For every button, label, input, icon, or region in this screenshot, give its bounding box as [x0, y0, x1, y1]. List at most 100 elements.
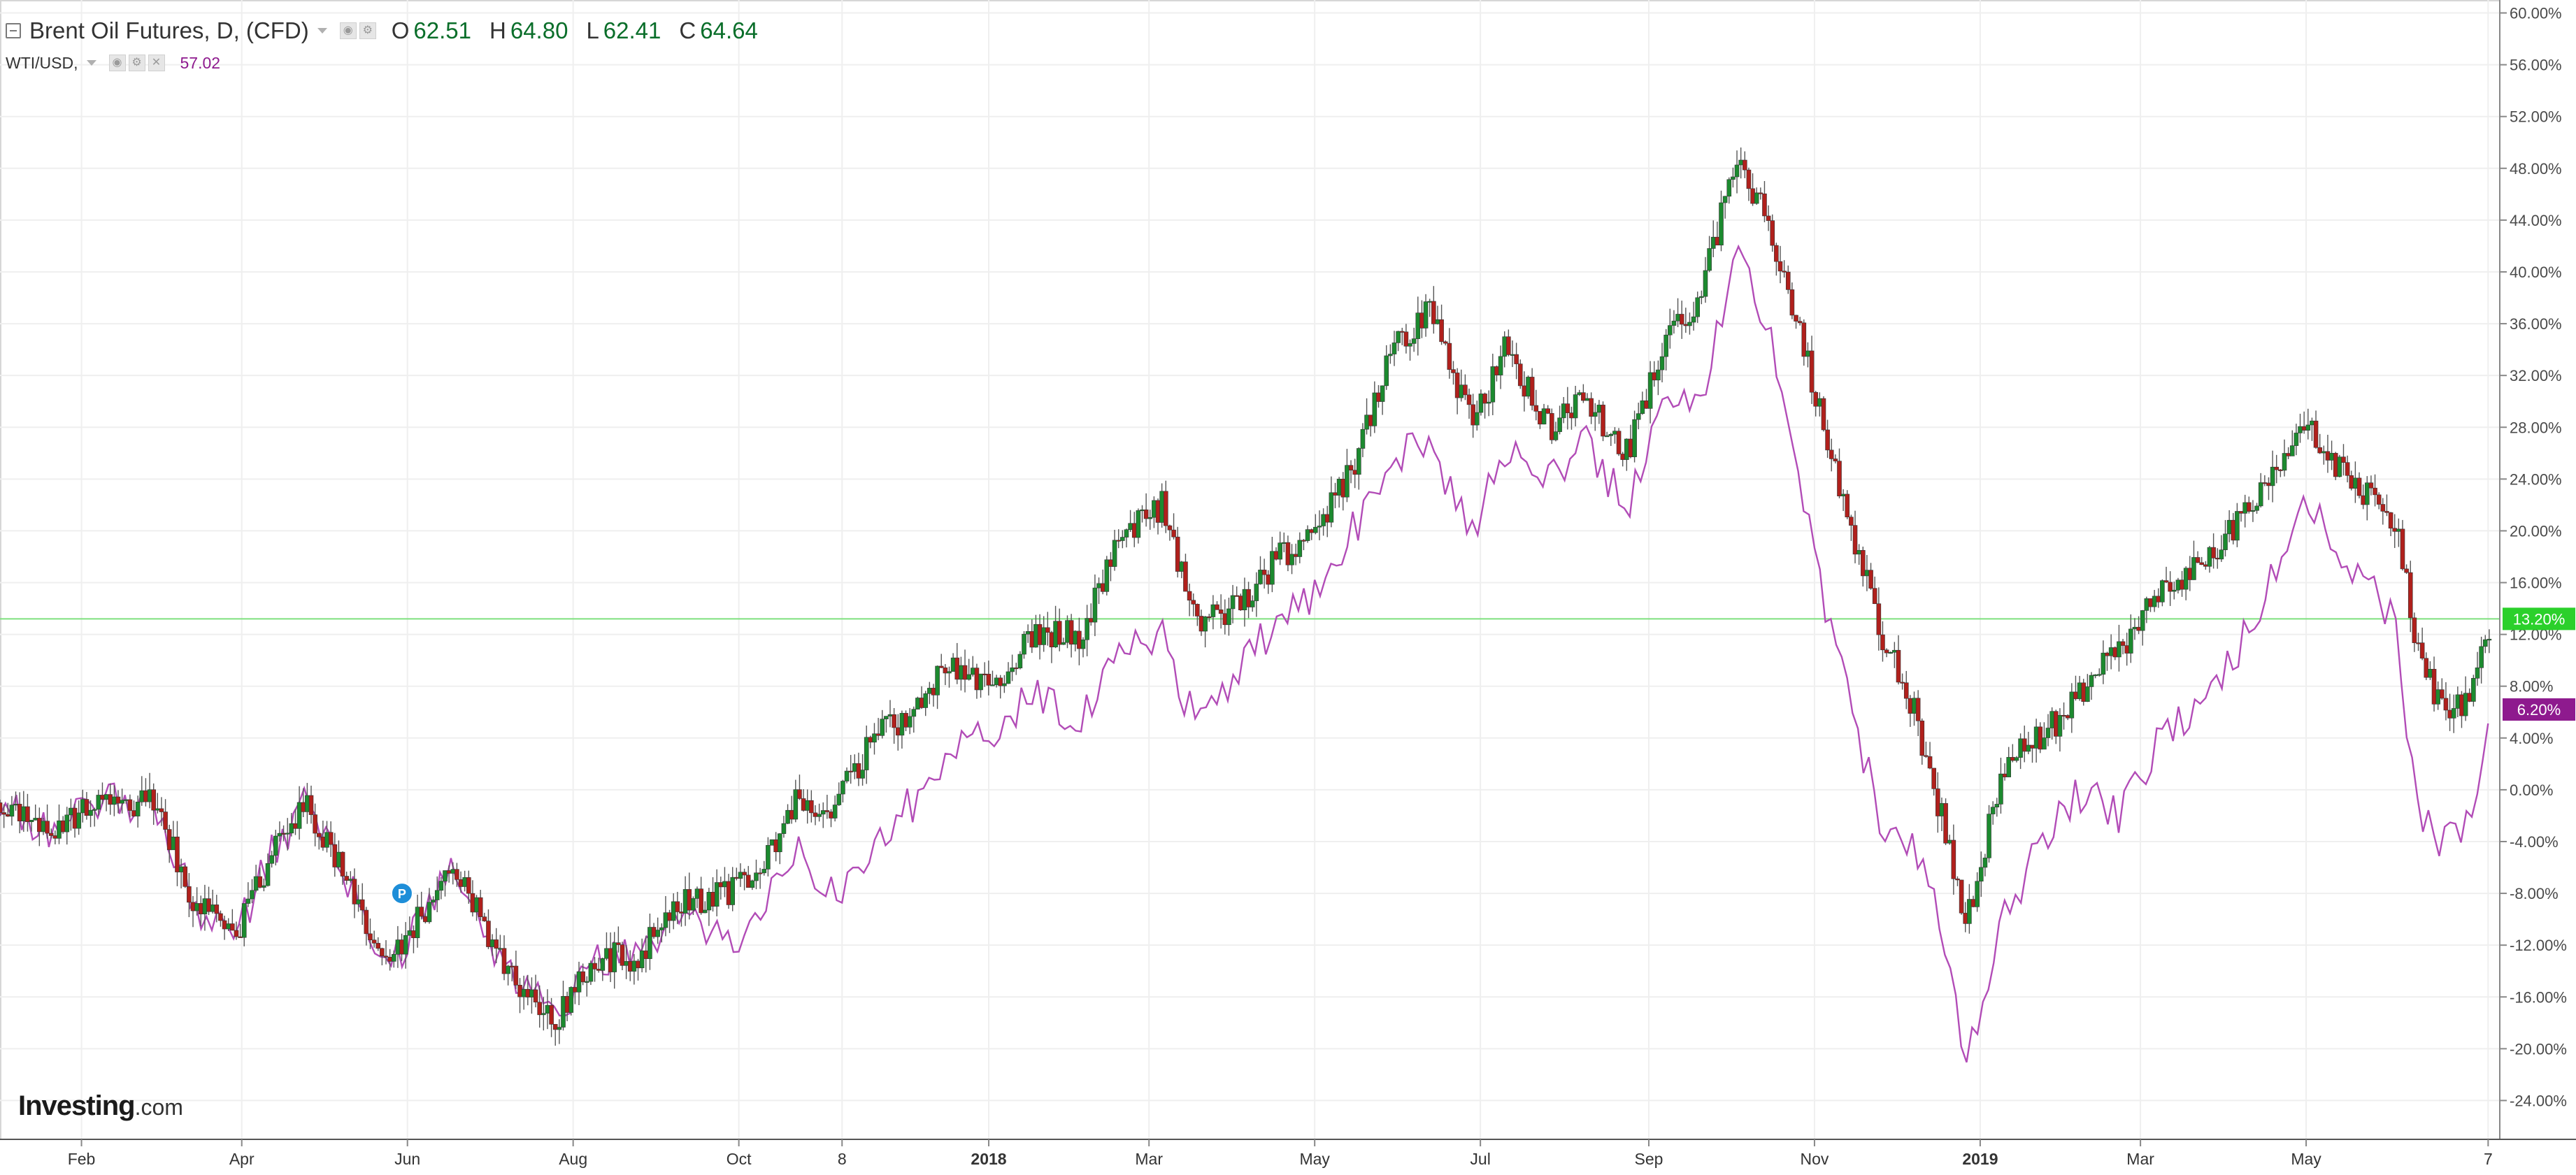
candle-body — [1557, 417, 1562, 432]
candle-body — [1092, 587, 1098, 623]
candle-body — [947, 671, 952, 674]
candle-body — [112, 796, 117, 805]
candle-body — [1943, 803, 1948, 844]
logo-suffix: .com — [134, 1095, 183, 1120]
candle-body — [371, 939, 377, 944]
candle-body — [1872, 588, 1877, 605]
series-menu-caret-icon[interactable] — [317, 28, 327, 34]
candle-body — [2392, 528, 2398, 532]
x-tick-label: Jun — [394, 1150, 420, 1168]
candle-body — [892, 714, 896, 728]
candle-body — [1013, 668, 1019, 670]
candle-body — [671, 901, 676, 921]
candle-body — [1348, 465, 1354, 470]
candle-body — [1017, 654, 1023, 669]
candle-body — [2486, 639, 2492, 641]
candle-body — [17, 804, 22, 821]
candle-body — [1801, 322, 1807, 357]
candle-body — [308, 795, 314, 815]
candle-body — [1191, 600, 1196, 605]
candle-body — [139, 790, 145, 802]
candle-body — [1900, 682, 1905, 684]
candle-body — [9, 805, 15, 817]
candle-body — [1734, 164, 1740, 178]
candle-body — [2266, 482, 2271, 486]
candle-body — [1809, 350, 1815, 393]
candle-body — [848, 770, 853, 772]
candle-body — [2156, 596, 2161, 603]
candle-body — [1210, 604, 1216, 617]
settings-icon[interactable]: ⚙ — [128, 55, 145, 71]
candle-body — [131, 810, 136, 816]
candle-body — [2254, 505, 2259, 511]
close-icon[interactable]: ✕ — [148, 55, 165, 71]
candle-body — [403, 935, 408, 955]
x-tick-label: 2019 — [1962, 1150, 1998, 1168]
candle-body — [1238, 596, 1243, 611]
candle-body — [1538, 411, 1543, 425]
candle-body — [2471, 678, 2476, 702]
candle-body — [48, 832, 54, 836]
candle-body — [387, 956, 392, 962]
last-value-badge-bg — [2503, 607, 2575, 630]
candle-body — [675, 901, 680, 912]
grid-lines — [0, 0, 2500, 1140]
candle-body — [1356, 448, 1361, 475]
candle-body — [1852, 525, 1858, 555]
candle-body — [2400, 528, 2405, 570]
candle-body — [1608, 434, 1614, 436]
candle-body — [1726, 179, 1732, 197]
candle-body — [521, 988, 527, 997]
candle-body — [624, 961, 629, 966]
candle-body — [884, 716, 889, 719]
candle-body — [1340, 478, 1346, 498]
candle-body — [2361, 495, 2366, 505]
candle-body — [1915, 698, 1921, 721]
candle-body — [1656, 369, 1661, 381]
settings-icon[interactable]: ⚙ — [359, 22, 376, 39]
candle-body — [769, 839, 775, 846]
ohlc-close: C 64.64 — [679, 17, 757, 44]
eye-icon[interactable]: ◉ — [339, 22, 357, 39]
last-value-badge-bg — [2503, 698, 2575, 721]
candle-body — [1143, 509, 1149, 519]
candle-body — [1510, 354, 1515, 356]
candle-body — [1553, 431, 1559, 440]
candle-body — [1171, 529, 1176, 538]
candle-body — [1466, 394, 1472, 405]
candle-body — [903, 713, 908, 728]
candle-body — [380, 948, 385, 957]
candle-body — [407, 930, 413, 936]
logo-brand: Investing — [18, 1090, 136, 1121]
candle-body — [1140, 509, 1145, 512]
candle-body — [2238, 511, 2244, 514]
candle-body — [1522, 385, 1527, 397]
candle-body — [738, 872, 743, 879]
candle-body — [1242, 589, 1247, 611]
event-marker-icon[interactable] — [390, 882, 413, 905]
candle-body — [726, 881, 731, 905]
candle-body — [1687, 322, 1692, 326]
collapse-icon[interactable] — [6, 23, 21, 38]
candle-body — [655, 930, 660, 937]
candle-body — [1550, 413, 1554, 440]
candle-body — [612, 942, 617, 972]
candle-body — [1577, 392, 1582, 395]
candle-body — [1088, 618, 1094, 623]
candle-body — [592, 963, 597, 969]
ohlc-close-key: C — [679, 17, 696, 43]
candle-body — [2199, 562, 2205, 565]
candle-body — [2018, 738, 2023, 758]
investing-logo[interactable]: Investing.com — [18, 1090, 183, 1122]
candle-body — [1179, 561, 1185, 572]
candle-body — [943, 667, 948, 674]
candle-body — [1640, 400, 1645, 414]
eye-icon[interactable]: ◉ — [108, 55, 126, 71]
candle-body — [171, 836, 176, 851]
compare-menu-caret-icon[interactable] — [86, 60, 96, 66]
candle-body — [2089, 675, 2094, 687]
candle-body — [1789, 289, 1795, 316]
candle-body — [1463, 384, 1468, 396]
